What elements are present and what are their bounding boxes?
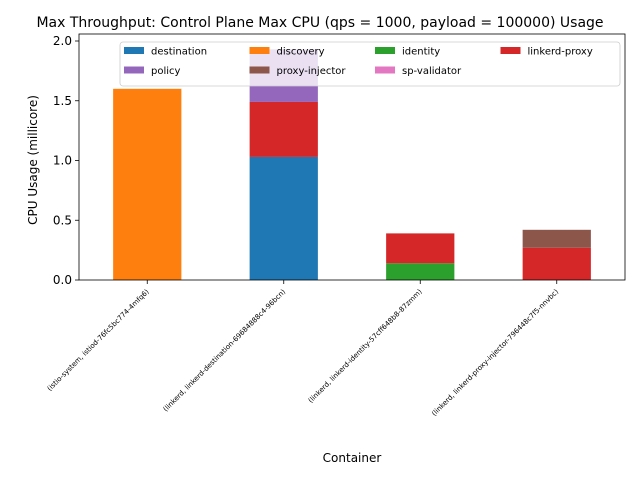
x-tick-layer: (istio-system, istiod-76fc5bc774-4mfq6)(… (46, 280, 560, 418)
bar-segment-proxy-injector-3 (522, 229, 591, 248)
y-tick-label: 1.5 (53, 94, 72, 108)
y-tick-label: 0.0 (53, 273, 72, 287)
bar-segment-destination-1 (249, 156, 318, 280)
legend-swatch-sp-validator (375, 66, 395, 74)
bar-segment-linkerd-proxy-1 (249, 101, 318, 157)
legend-label-destination: destination (151, 47, 207, 58)
bar-segment-linkerd-proxy-2 (386, 233, 455, 264)
legend-swatch-policy (124, 66, 144, 74)
legend-swatch-identity (375, 47, 395, 54)
x-axis-label: Container (323, 451, 382, 465)
axes-layer (78, 33, 626, 281)
bar-segment-identity-2 (386, 263, 455, 280)
bar-segment-discovery-0 (113, 88, 182, 280)
legend: destination discovery identity linkerd-prox… (119, 41, 621, 87)
x-tick-label: (linkerd, linkerd-proxy-injector-796448c… (430, 288, 560, 418)
y-tick-label: 0.5 (53, 213, 72, 227)
legend-swatch-proxy-injector (249, 66, 270, 74)
legend-swatch-discovery (249, 47, 270, 54)
legend-label-identity: identity (402, 47, 440, 58)
chart-title: Max Throughput: Control Plane Max CPU (q… (36, 15, 603, 31)
y-axis-label: CPU Usage (millicore) (26, 95, 40, 225)
plot-frame (78, 33, 626, 281)
legend-label-discovery: discovery (277, 47, 325, 58)
legend-label-linkerd-proxy: linkerd-proxy (528, 47, 593, 58)
x-tick-label: (linkerd, linkerd-destination-69684888c4… (162, 288, 288, 414)
legend-box (119, 41, 621, 87)
legend-swatch-destination (124, 47, 144, 54)
legend-label-policy: policy (151, 66, 181, 77)
bar-segment-linkerd-proxy-3 (522, 247, 591, 280)
y-tick-layer: 0.0 0.5 1.0 1.5 2.0 (53, 34, 79, 287)
x-tick-label: (linkerd, linkerd-identity-57cff648b8-87… (307, 288, 424, 405)
y-tick-label: 1.0 (53, 154, 72, 168)
legend-label-proxy-injector: proxy-injector (277, 66, 347, 77)
legend-label-sp-validator: sp-validator (402, 66, 462, 77)
legend-swatch-linkerd-proxy (500, 47, 521, 54)
x-tick-label: (istio-system, istiod-76fc5bc774-4mfq6) (46, 288, 151, 393)
y-tick-label: 2.0 (53, 34, 72, 48)
